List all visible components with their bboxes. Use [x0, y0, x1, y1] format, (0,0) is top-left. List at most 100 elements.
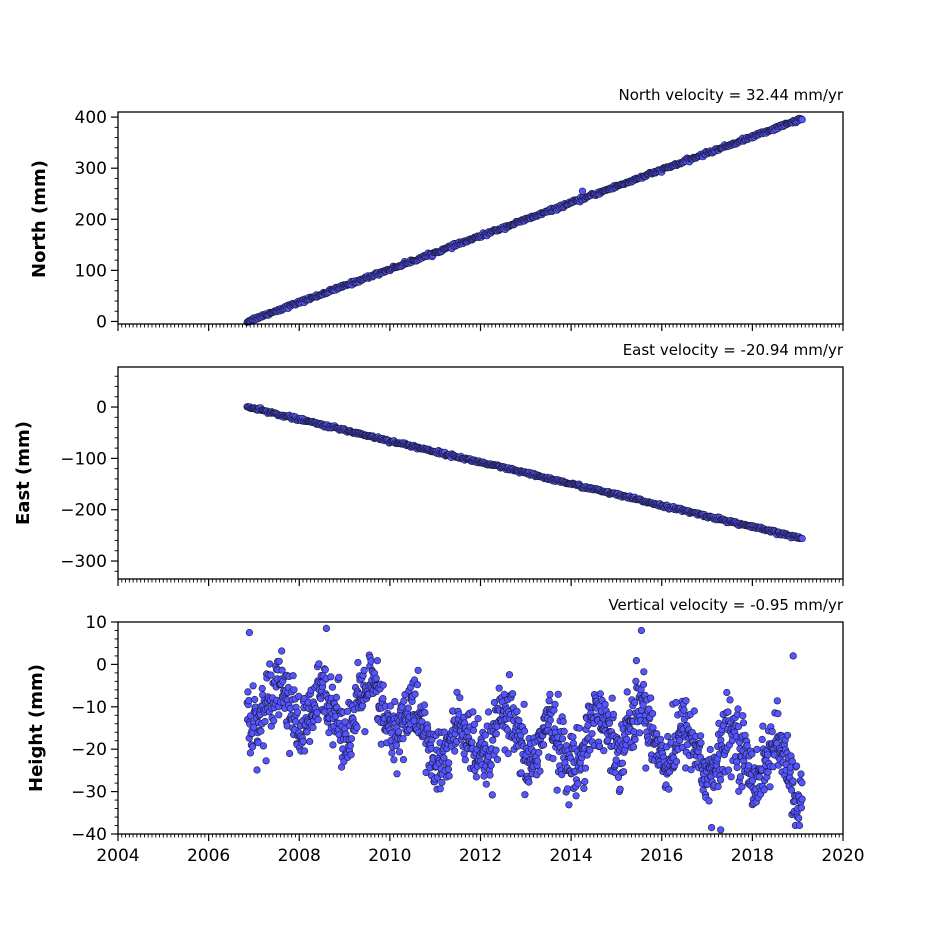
data-point: [293, 708, 302, 716]
data-point: [783, 731, 792, 739]
data-point: [392, 741, 401, 750]
data-point: [601, 700, 609, 709]
data-point: [329, 741, 337, 749]
y-tick-label: 200: [75, 210, 107, 230]
data-point: [536, 767, 544, 775]
data-point: [360, 666, 368, 675]
data-point: [586, 746, 594, 754]
data-point: [618, 759, 627, 767]
data-point: [632, 677, 640, 685]
data-point: [798, 115, 806, 124]
data-point: [278, 647, 286, 655]
east-y-axis-label: East (mm): [13, 421, 34, 525]
data-point: [683, 741, 692, 749]
x-tick-label: 2018: [731, 846, 774, 866]
data-point: [456, 694, 464, 702]
data-point: [759, 722, 767, 730]
data-point: [631, 698, 639, 707]
data-point: [550, 706, 558, 714]
data-point: [309, 723, 317, 732]
data-point: [664, 732, 672, 741]
data-point: [535, 748, 543, 757]
north-panel: North velocity = 32.44 mm/yr North (mm) …: [29, 86, 844, 332]
data-point: [490, 698, 499, 707]
y-tick-label: 100: [75, 261, 107, 281]
y-tick-label: −30: [71, 783, 107, 803]
data-point: [588, 730, 596, 738]
data-point: [736, 773, 745, 781]
data-point: [474, 714, 482, 723]
data-point: [551, 700, 559, 709]
data-point: [254, 738, 262, 747]
height-panel: Vertical velocity = -0.95 mm/yr Height (…: [26, 596, 865, 866]
data-point: [734, 705, 742, 713]
data-point: [639, 701, 647, 709]
data-point: [517, 769, 525, 777]
height-data-points: [243, 624, 806, 834]
data-point: [395, 728, 403, 736]
y-tick-label: 0: [96, 398, 107, 418]
data-point: [492, 746, 500, 754]
data-point: [739, 712, 747, 720]
data-point: [697, 739, 705, 747]
data-point: [444, 765, 453, 773]
data-point: [798, 795, 806, 803]
height-y-axis-label: Height (mm): [26, 664, 47, 792]
data-point: [267, 671, 275, 679]
data-point: [472, 773, 481, 781]
data-point: [608, 694, 616, 702]
data-point: [723, 688, 731, 697]
data-point: [565, 801, 573, 809]
data-point: [743, 742, 751, 750]
data-point: [795, 821, 804, 830]
data-point: [372, 674, 380, 682]
data-point: [614, 773, 623, 781]
data-point: [258, 684, 266, 693]
y-tick-label: 300: [75, 159, 107, 179]
data-point: [275, 711, 283, 719]
data-point: [733, 763, 741, 772]
data-point: [315, 660, 323, 668]
data-point: [493, 755, 502, 764]
data-point: [289, 672, 297, 680]
data-point: [789, 777, 797, 785]
east-panel: East velocity = -20.94 mm/yr East (mm) 0…: [13, 341, 844, 586]
data-point: [596, 690, 604, 698]
data-point: [292, 717, 300, 726]
x-tick-label: 2008: [278, 846, 321, 866]
data-point: [332, 693, 341, 702]
data-point: [549, 754, 557, 763]
data-point: [640, 668, 648, 676]
data-point: [421, 708, 429, 717]
data-point: [539, 741, 548, 749]
data-point: [508, 690, 517, 698]
data-point: [734, 723, 743, 731]
data-point: [244, 688, 252, 696]
x-tick-label: 2014: [549, 846, 592, 866]
height-axis-ticks: 2004 2006 2008 2010 2012 2014 2016 2018 2020 10 0 −…: [71, 613, 865, 866]
data-point: [724, 766, 733, 774]
data-point: [748, 750, 756, 758]
data-point: [420, 701, 429, 709]
data-point: [306, 737, 314, 746]
data-point: [629, 743, 638, 751]
data-point: [696, 732, 705, 740]
data-point: [259, 742, 268, 750]
data-point: [505, 671, 514, 679]
data-point: [616, 785, 624, 793]
data-point: [347, 735, 356, 743]
data-point: [546, 690, 554, 699]
data-point: [707, 823, 716, 832]
data-point: [482, 780, 490, 788]
data-point: [612, 756, 620, 764]
data-point: [595, 742, 604, 750]
data-point: [469, 726, 478, 735]
data-point: [390, 756, 398, 764]
data-point: [411, 690, 419, 698]
data-point: [525, 778, 533, 786]
data-point: [354, 658, 362, 667]
data-point: [764, 751, 772, 759]
data-point: [558, 735, 567, 743]
data-point: [554, 690, 562, 698]
data-point: [738, 783, 746, 791]
